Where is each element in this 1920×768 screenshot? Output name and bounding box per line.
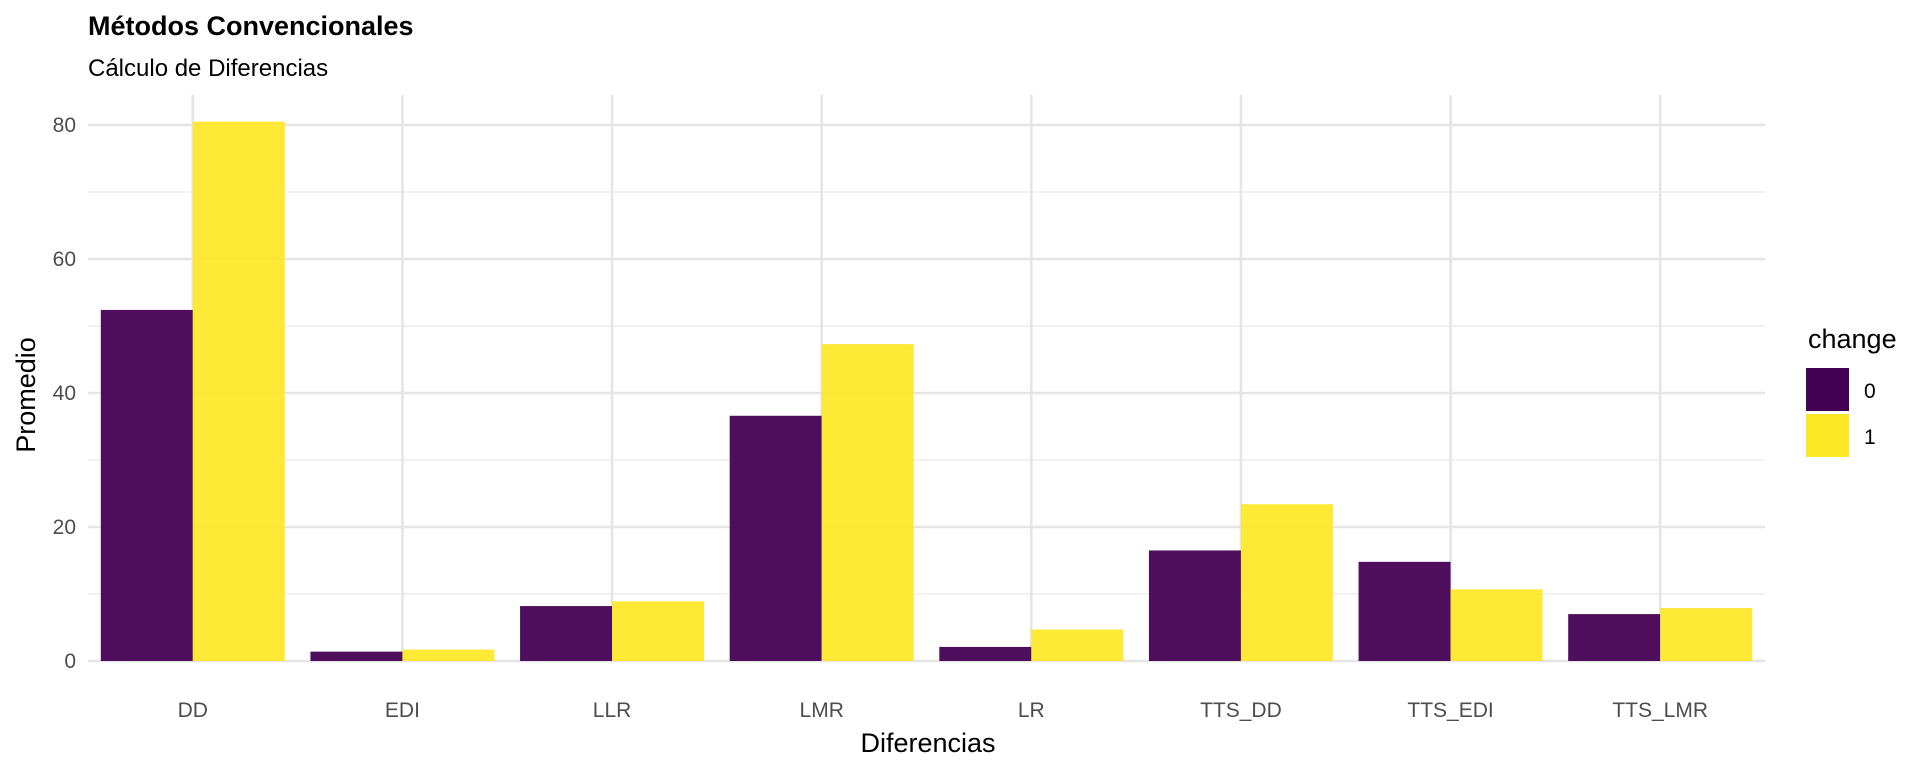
y-axis-ticks: 0 20 40 60 80 bbox=[53, 114, 76, 673]
legend: change 0 1 bbox=[1806, 324, 1897, 457]
bar-lr-series-1 bbox=[1031, 629, 1124, 661]
x-tick-label: TTS_EDI bbox=[1407, 699, 1493, 722]
legend-swatch-0 bbox=[1806, 368, 1849, 411]
bar-lmr-series-1 bbox=[821, 344, 914, 661]
legend-swatch-1 bbox=[1806, 414, 1849, 457]
bar-dd-series-1 bbox=[192, 121, 285, 661]
y-tick-label: 80 bbox=[53, 114, 76, 137]
bar-llr-series-0 bbox=[520, 606, 613, 661]
x-tick-label: TTS_DD bbox=[1200, 699, 1282, 722]
legend-title: change bbox=[1808, 324, 1897, 354]
x-tick-label: LMR bbox=[800, 699, 844, 722]
x-tick-label: LR bbox=[1018, 699, 1045, 722]
bar-tts_lmr-series-0 bbox=[1568, 614, 1661, 661]
y-tick-label: 0 bbox=[64, 650, 76, 673]
x-tick-label: TTS_LMR bbox=[1612, 699, 1708, 722]
y-tick-label: 60 bbox=[53, 248, 76, 271]
y-axis-title: Promedio bbox=[11, 337, 41, 453]
grid bbox=[88, 95, 1765, 663]
x-axis-title: Diferencias bbox=[860, 728, 995, 758]
bar-tts_edi-series-1 bbox=[1450, 589, 1543, 661]
chart-title: Métodos Convencionales bbox=[88, 11, 414, 41]
chart-subtitle: Cálculo de Diferencias bbox=[88, 55, 328, 82]
bar-edi-series-0 bbox=[310, 651, 403, 661]
bar-llr-series-1 bbox=[612, 601, 705, 661]
bar-dd-series-0 bbox=[100, 309, 193, 661]
bar-tts_dd-series-1 bbox=[1240, 504, 1333, 661]
bar-tts_dd-series-0 bbox=[1148, 550, 1241, 661]
bar-tts_lmr-series-1 bbox=[1660, 608, 1753, 661]
bar-edi-series-1 bbox=[402, 649, 495, 661]
y-tick-label: 40 bbox=[53, 382, 76, 405]
bar-tts_edi-series-0 bbox=[1358, 561, 1451, 661]
legend-label-0: 0 bbox=[1864, 380, 1876, 403]
x-tick-label: DD bbox=[178, 699, 208, 722]
bar-lmr-series-0 bbox=[729, 415, 822, 661]
bar-lr-series-0 bbox=[939, 646, 1032, 661]
bars bbox=[100, 121, 1753, 661]
legend-label-1: 1 bbox=[1864, 426, 1876, 449]
x-tick-label: LLR bbox=[593, 699, 632, 722]
y-tick-label: 20 bbox=[53, 516, 76, 539]
x-axis-ticks: DD EDI LLR LMR LR TTS_DD TTS_EDI TTS_LMR bbox=[178, 699, 1708, 722]
x-tick-label: EDI bbox=[385, 699, 420, 722]
